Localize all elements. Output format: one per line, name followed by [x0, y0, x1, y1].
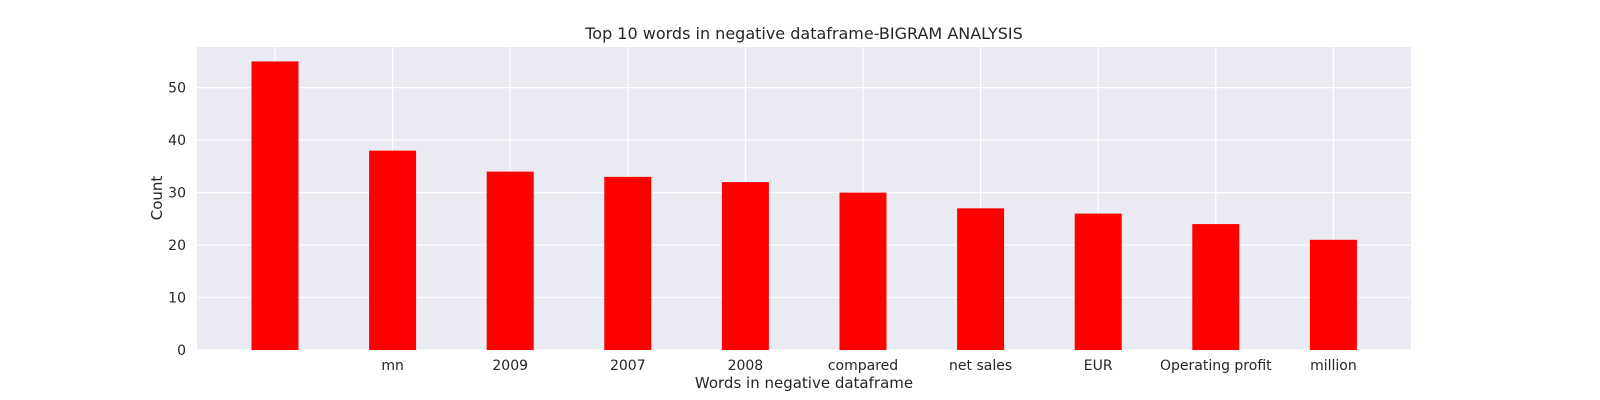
x-tick-label: 2008 — [728, 358, 764, 374]
x-tick-label: mn — [381, 358, 404, 374]
bar — [486, 171, 534, 350]
x-tick-label: compared — [828, 358, 898, 374]
y-tick-label: 50 — [168, 81, 186, 97]
y-axis-label: Count — [148, 176, 166, 221]
x-tick-label: EUR — [1084, 358, 1113, 374]
y-tick-label: 30 — [168, 186, 186, 202]
bar — [1309, 239, 1357, 350]
bar — [1192, 224, 1240, 350]
y-tick-label: 20 — [168, 238, 186, 254]
bar — [957, 208, 1005, 350]
x-tick-label: Operating profit — [1160, 358, 1272, 374]
bar — [251, 61, 299, 351]
x-axis-ticks: mn 2009 2007 2008 compared net sales EUR Operat… — [381, 358, 1356, 374]
bar — [369, 150, 417, 350]
x-tick-label: million — [1310, 358, 1357, 374]
bar — [839, 192, 887, 350]
y-axis-ticks: 0 10 20 30 40 50 — [168, 81, 186, 359]
bars — [251, 61, 1357, 351]
x-tick-label: 2009 — [492, 358, 528, 374]
chart-title: Top 10 words in negative dataframe-BIGRA… — [584, 24, 1023, 43]
y-tick-label: 10 — [168, 291, 186, 307]
x-tick-label: 2007 — [610, 358, 646, 374]
bar — [604, 176, 652, 350]
x-axis-label: Words in negative dataframe — [695, 374, 913, 392]
bar — [721, 182, 769, 350]
x-tick-label: net sales — [949, 358, 1012, 374]
bar — [1074, 213, 1122, 350]
y-tick-label: 0 — [177, 343, 186, 359]
y-tick-label: 40 — [168, 133, 186, 149]
